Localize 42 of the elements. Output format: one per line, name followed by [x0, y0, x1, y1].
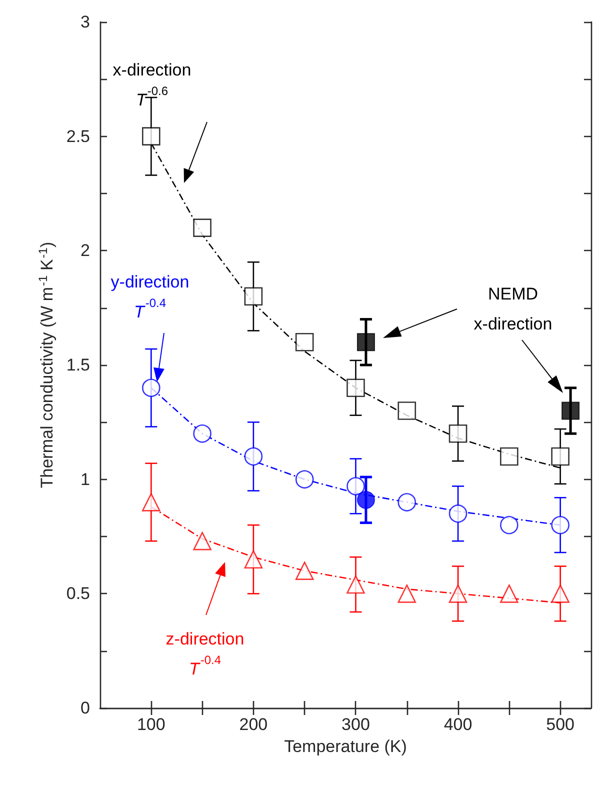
y-axis-title: Thermal conductivity (W m-1 K-1)	[36, 242, 56, 488]
x-tick-label: 200	[239, 715, 268, 734]
point	[142, 493, 160, 512]
y-tick-label: 1	[80, 470, 90, 489]
point	[448, 504, 468, 523]
point	[295, 562, 314, 580]
point	[448, 424, 468, 443]
point	[500, 516, 518, 534]
point	[398, 493, 416, 512]
x-tick-label: 400	[444, 715, 472, 734]
point	[500, 447, 518, 466]
y-tick-label: 1.5	[66, 356, 90, 374]
point	[448, 584, 468, 603]
y-tick-label: 2	[80, 241, 90, 260]
x-tick-label: 100	[136, 715, 166, 734]
y-tick-label: 0	[80, 698, 90, 718]
point	[295, 332, 314, 352]
point	[551, 516, 570, 534]
point	[193, 532, 212, 550]
x-tick-label: 300	[342, 715, 370, 734]
y-tick-label: 0.5	[66, 584, 90, 604]
point	[398, 402, 416, 420]
point	[551, 447, 570, 466]
point	[142, 378, 160, 398]
point	[500, 584, 518, 603]
point	[346, 378, 365, 398]
y-tick-label: 3	[80, 12, 90, 32]
point	[551, 584, 570, 603]
point	[346, 477, 365, 496]
point	[142, 127, 160, 146]
annotation: NEMD x-direction	[474, 284, 552, 334]
point	[295, 470, 314, 488]
point	[398, 584, 416, 603]
point	[244, 447, 263, 466]
x-tick-label: 500	[546, 715, 574, 734]
point	[244, 287, 263, 306]
point	[346, 575, 365, 594]
y-tick-label: 2.5	[66, 126, 90, 146]
point	[193, 424, 212, 443]
x-axis-title: Temperature (K)	[284, 737, 407, 756]
point	[244, 550, 263, 569]
point	[193, 218, 212, 237]
